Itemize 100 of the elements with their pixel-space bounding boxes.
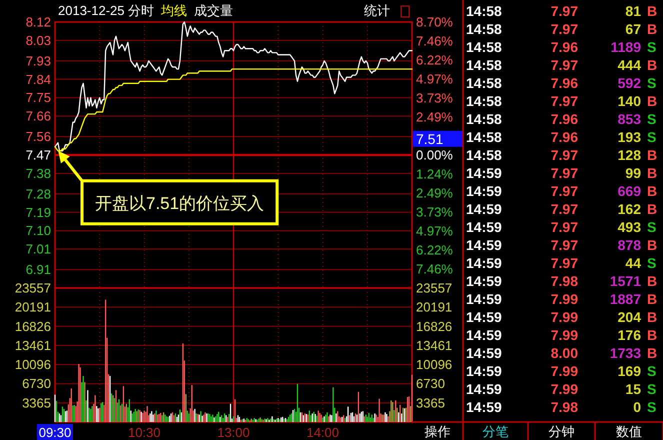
text: 7.99 xyxy=(550,309,578,325)
text: 853 xyxy=(618,111,641,127)
text: 8.00 xyxy=(550,345,578,361)
text: 99 xyxy=(625,165,641,181)
text: B xyxy=(647,345,658,361)
text: 7.97 xyxy=(550,255,578,271)
text: 67 xyxy=(625,21,641,37)
text: S xyxy=(647,219,656,235)
y2-tick-label: 2.49% xyxy=(416,109,454,124)
y2-tick-label: 7.46% xyxy=(416,262,454,277)
category-label: 14:59 xyxy=(466,237,502,253)
text: 7.99 xyxy=(550,291,578,307)
category-label: 14:58 xyxy=(466,3,502,19)
text: B xyxy=(647,183,658,199)
text: 数值 xyxy=(616,424,642,439)
category-label: 14:58 xyxy=(466,93,502,109)
text: 7.97 xyxy=(550,21,578,37)
category-label: 14:58 xyxy=(466,147,502,163)
y-tick-label: 8.12 xyxy=(26,14,51,30)
text: 140 xyxy=(618,93,641,109)
text: 204 xyxy=(618,309,641,325)
text: 分笔 xyxy=(482,424,508,439)
text: 7.97 xyxy=(550,147,578,163)
text: 7.99 xyxy=(550,327,578,343)
category-label: 14:59 xyxy=(466,219,502,235)
text: 7.96 xyxy=(550,129,578,145)
text: B xyxy=(647,273,658,289)
y-tick-label: 7.10 xyxy=(26,223,51,238)
y2-tick-label: 1.24% xyxy=(416,166,454,182)
category-label: 14:59 xyxy=(466,399,502,415)
text: 7.97 xyxy=(550,219,578,235)
category-label: 14:58 xyxy=(466,75,502,91)
text: S xyxy=(647,255,656,271)
text: B xyxy=(647,147,658,163)
text: 128 xyxy=(618,147,641,163)
category-label: 14:58 xyxy=(466,111,502,127)
y2-tick-label: 3.73% xyxy=(416,90,454,106)
y-tick-label: 23557 xyxy=(14,280,51,296)
y-tick-label: 6730 xyxy=(22,376,51,392)
y2-tick-label: 2.49% xyxy=(416,186,454,201)
chart-title: 2013-12-25 分时 xyxy=(58,3,154,18)
y2-tick-label: 8.70% xyxy=(416,14,454,30)
annotation: 开盘以7.51的价位买入 xyxy=(95,194,264,213)
category-label: 14:59 xyxy=(466,255,502,271)
y2-tick-label: 6730 xyxy=(416,376,445,392)
text: 7.98 xyxy=(550,399,578,415)
text: 44 xyxy=(625,255,641,271)
y2-tick-label: 20191 xyxy=(416,300,452,315)
y-tick-label: 16826 xyxy=(14,318,51,334)
y-tick-label: 7.19 xyxy=(26,204,51,220)
y2-tick-label: 4.97% xyxy=(416,223,454,238)
y2-tick-label: 7.46% xyxy=(416,33,454,48)
text: 7.99 xyxy=(550,381,578,397)
y-tick-label: 7.28 xyxy=(26,186,51,202)
text: 193 xyxy=(618,129,641,145)
y-tick-label: 7.66 xyxy=(26,108,51,124)
text: 7.51 xyxy=(416,130,444,147)
text: B xyxy=(647,237,658,253)
y-tick-label: 7.56 xyxy=(26,129,51,144)
text: S xyxy=(647,363,656,379)
text: 7.97 xyxy=(550,201,578,217)
y2-tick-label: 16826 xyxy=(416,318,452,334)
text: B xyxy=(647,57,658,73)
text: 7.99 xyxy=(550,363,578,379)
text: 592 xyxy=(618,75,641,91)
y-tick-label: 7.84 xyxy=(26,72,51,87)
text: 169 xyxy=(618,363,641,379)
y2-tick-label: 0.00% xyxy=(416,148,454,162)
y-tick-label: 7.47 xyxy=(26,148,51,162)
text: S xyxy=(647,111,656,127)
y-tick-label: 7.38 xyxy=(26,166,51,181)
text: 176 xyxy=(618,327,641,343)
text: 分钟 xyxy=(548,424,574,439)
y-tick-label: 7.75 xyxy=(26,90,51,106)
x-tick-label: 10:30 xyxy=(128,425,161,440)
text: 1571 xyxy=(610,273,641,289)
text: 15 xyxy=(625,381,641,397)
y-tick-label: 7.01 xyxy=(26,242,51,257)
category-label: 14:59 xyxy=(466,309,502,325)
category-label: 14:59 xyxy=(466,381,502,397)
text: S xyxy=(647,399,656,415)
y2-tick-label: 10096 xyxy=(416,357,452,372)
category-label: 14:58 xyxy=(466,21,502,37)
text: 1189 xyxy=(610,39,641,55)
text: B xyxy=(647,165,658,181)
y-tick-label: 7.93 xyxy=(26,53,51,68)
text: S xyxy=(647,129,656,145)
y2-tick-label: 6.22% xyxy=(416,242,454,258)
text: 均线 xyxy=(160,3,188,18)
text: B xyxy=(647,93,658,109)
category-label: 14:59 xyxy=(466,165,502,181)
y-tick-label: 20191 xyxy=(14,300,51,315)
text: B xyxy=(647,21,658,37)
text: 7.97 xyxy=(550,93,578,109)
y-tick-label: 10096 xyxy=(14,357,51,372)
text: 7.97 xyxy=(550,3,578,19)
y2-tick-label: 13461 xyxy=(416,338,452,353)
y-tick-label: 13461 xyxy=(14,338,51,353)
text: 0 xyxy=(633,399,641,415)
y2-tick-label: 6.22% xyxy=(416,52,454,68)
